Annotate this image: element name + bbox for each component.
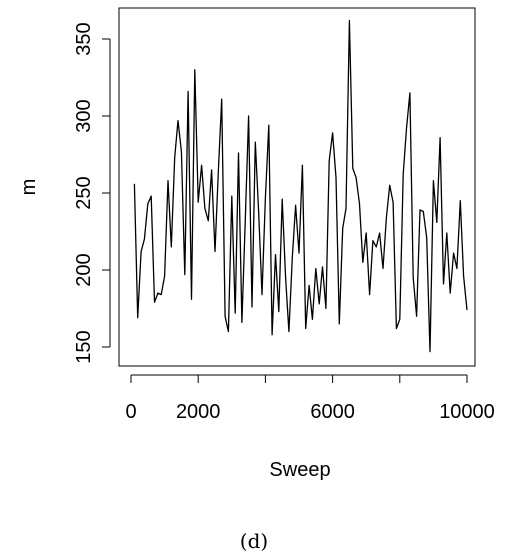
figure-caption: (d) [240, 529, 268, 553]
y-tick-label: 300 [73, 99, 95, 132]
x-tick-label: 10000 [439, 401, 495, 423]
x-axis: 0 2000 6000 10000 [125, 374, 495, 423]
y-tick-label: 200 [73, 253, 95, 286]
x-tick-label: 6000 [310, 401, 355, 423]
y-tick-label: 350 [73, 22, 95, 55]
series-line [133, 19, 468, 353]
y-axis: 150 200 250 300 350 [73, 22, 111, 364]
y-tick-label: 150 [73, 330, 95, 363]
plot-frame [118, 7, 476, 367]
y-tick-label: 250 [73, 176, 95, 209]
x-axis-title: Sweep [269, 459, 330, 481]
x-tick-label: 2000 [176, 401, 221, 423]
y-axis-title: m [18, 179, 40, 196]
x-tick-label: 0 [125, 401, 136, 423]
